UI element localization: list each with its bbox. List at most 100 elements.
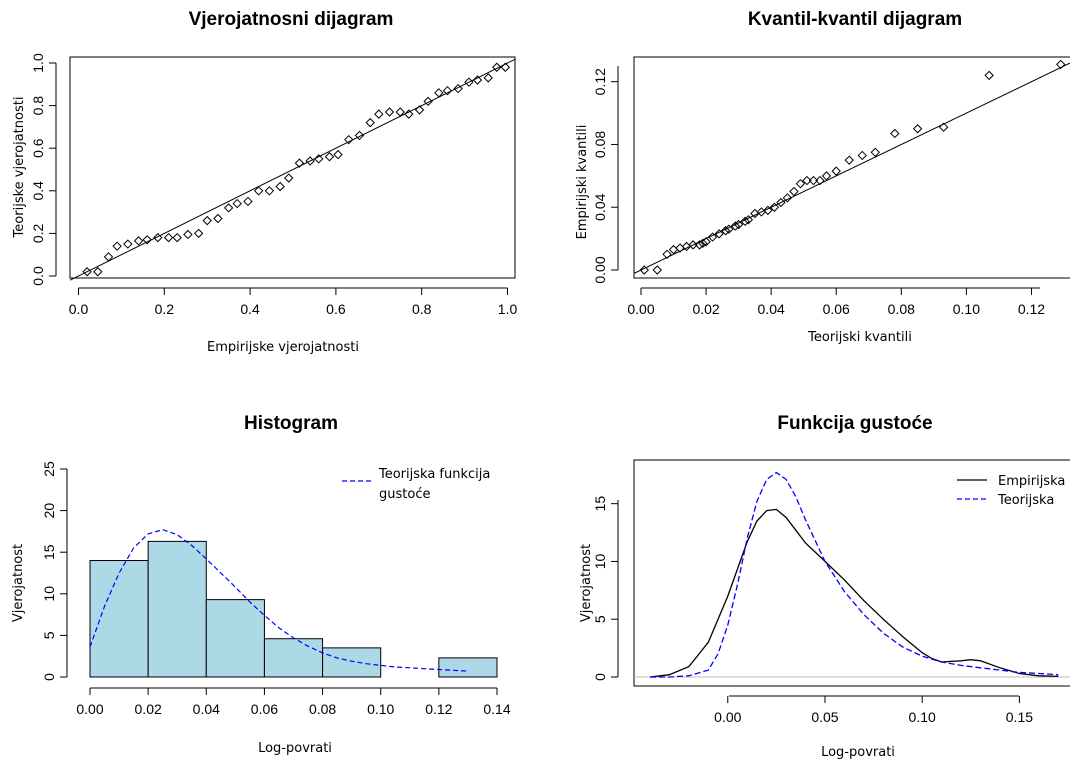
x-tick-label: 0.12 [1018,301,1045,317]
y-tick-label: 0 [41,673,57,681]
data-point [808,175,819,186]
data-point [142,235,152,245]
x-tick-label: 0.05 [811,709,838,725]
chart-title: Kvantil-kvantil dijagram [748,9,962,30]
x-tick-label: 0.15 [1006,709,1033,725]
y-tick-label: 0.12 [592,68,608,95]
data-point [365,117,375,128]
series-line [89,529,468,672]
data-point [374,109,384,119]
data-point [123,239,133,249]
x-ticks: 0.00 0.05 0.10 0.15 [714,696,1033,725]
x-tick-label: 0.04 [758,301,785,317]
density-plot: Funkcija gustoće 0.00 0.05 0.10 0.15 0 5 10 15… [579,413,1070,760]
probability-plot: Vjerojatnosni dijagram 0.0 0.2 0.4 0.6 0.8 1.… [12,9,517,355]
data-point [652,265,662,275]
points [639,59,1066,275]
y-ticks: 0 5 10 15 20 25 [41,461,67,681]
series-line [650,471,1059,678]
y-ticks: 0 5 10 15 [592,496,618,681]
data-point [776,197,786,208]
data-point [789,186,799,197]
data-point [183,229,193,240]
y-tick-label: 0.04 [592,193,608,220]
x-tick-label: 0.10 [953,301,980,317]
x-tick-label: 0.00 [76,701,103,717]
y-tick-label: 0.4 [30,181,46,201]
reference-line [633,62,1070,274]
data-point [172,232,182,243]
histogram-bar [322,647,382,678]
data-point [740,216,750,227]
x-tick-label: 0.6 [326,301,346,317]
y-tick-label: 20 [41,503,57,519]
x-axis-label: Empirijske vjerojatnosti [207,340,359,355]
x-tick-label: 0.06 [823,301,850,317]
y-tick-label: 15 [41,544,57,560]
chart-title: Vjerojatnosni dijagram [189,9,394,30]
data-point [423,96,433,107]
y-ticks: 0.0 0.2 0.4 0.6 0.8 1.0 [30,53,56,286]
x-tick-label: 0.02 [692,301,719,317]
data-point [763,205,773,216]
x-tick-label: 0.08 [309,701,336,717]
x-ticks: 0.00 0.02 0.04 0.06 0.08 0.10 0.12 0.14 [76,688,511,717]
y-tick-label: 25 [41,461,57,477]
data-point [701,237,711,247]
x-tick-label: 0.08 [888,301,915,317]
qq-plot: Kvantil-kvantil dijagram 0.00 0.02 0.04 0.0… [575,9,1070,345]
x-axis-label: Log-povrati [258,741,332,756]
x-tick-label: 0.4 [240,301,260,317]
data-point [464,77,474,87]
data-point [492,62,502,72]
y-tick-label: 15 [592,496,608,512]
x-tick-label: 0.10 [909,709,936,725]
histogram-bar [147,540,207,678]
data-point [984,70,994,81]
plot-frame [633,459,1070,687]
data-point [720,226,731,236]
x-tick-label: 0.04 [193,701,220,717]
data-point [305,156,315,166]
data-point [483,73,493,83]
plot-frame [633,56,1070,279]
data-point [821,171,832,181]
data-point [314,154,324,164]
series-line [649,508,1059,678]
y-axis-label: Empirijski kvantili [575,125,590,240]
y-tick-label: 0.6 [30,138,46,158]
data-point [1056,59,1066,70]
data-point [857,150,867,161]
data-point [662,249,672,260]
data-point [815,175,825,186]
y-ticks: 0.00 0.04 0.08 0.12 [592,68,618,284]
x-tick-label: 0.2 [155,301,175,317]
data-point [453,83,463,94]
data-point [324,152,335,162]
x-tick-label: 0.02 [135,701,162,717]
data-point [112,241,122,251]
y-tick-label: 0.2 [30,223,46,243]
data-point [844,155,854,165]
data-point [802,175,812,186]
data-point [232,198,242,209]
data-point [404,109,414,119]
data-point [344,134,354,145]
x-tick-label: 0.06 [251,701,278,717]
data-point [795,178,806,189]
density-curve [89,529,468,672]
data-point [730,221,741,231]
x-tick-label: 0.14 [483,701,510,717]
data-point [870,147,880,158]
data-point [223,203,234,213]
chart-title: Histogram [244,413,338,434]
data-point [714,229,724,239]
data-point [243,196,253,207]
histogram-bar [438,657,498,678]
data-point [912,124,923,134]
data-point [153,232,163,243]
data-point [688,240,698,250]
data-point [472,75,483,85]
data-point [82,267,92,277]
x-tick-label: 0.8 [412,301,432,317]
